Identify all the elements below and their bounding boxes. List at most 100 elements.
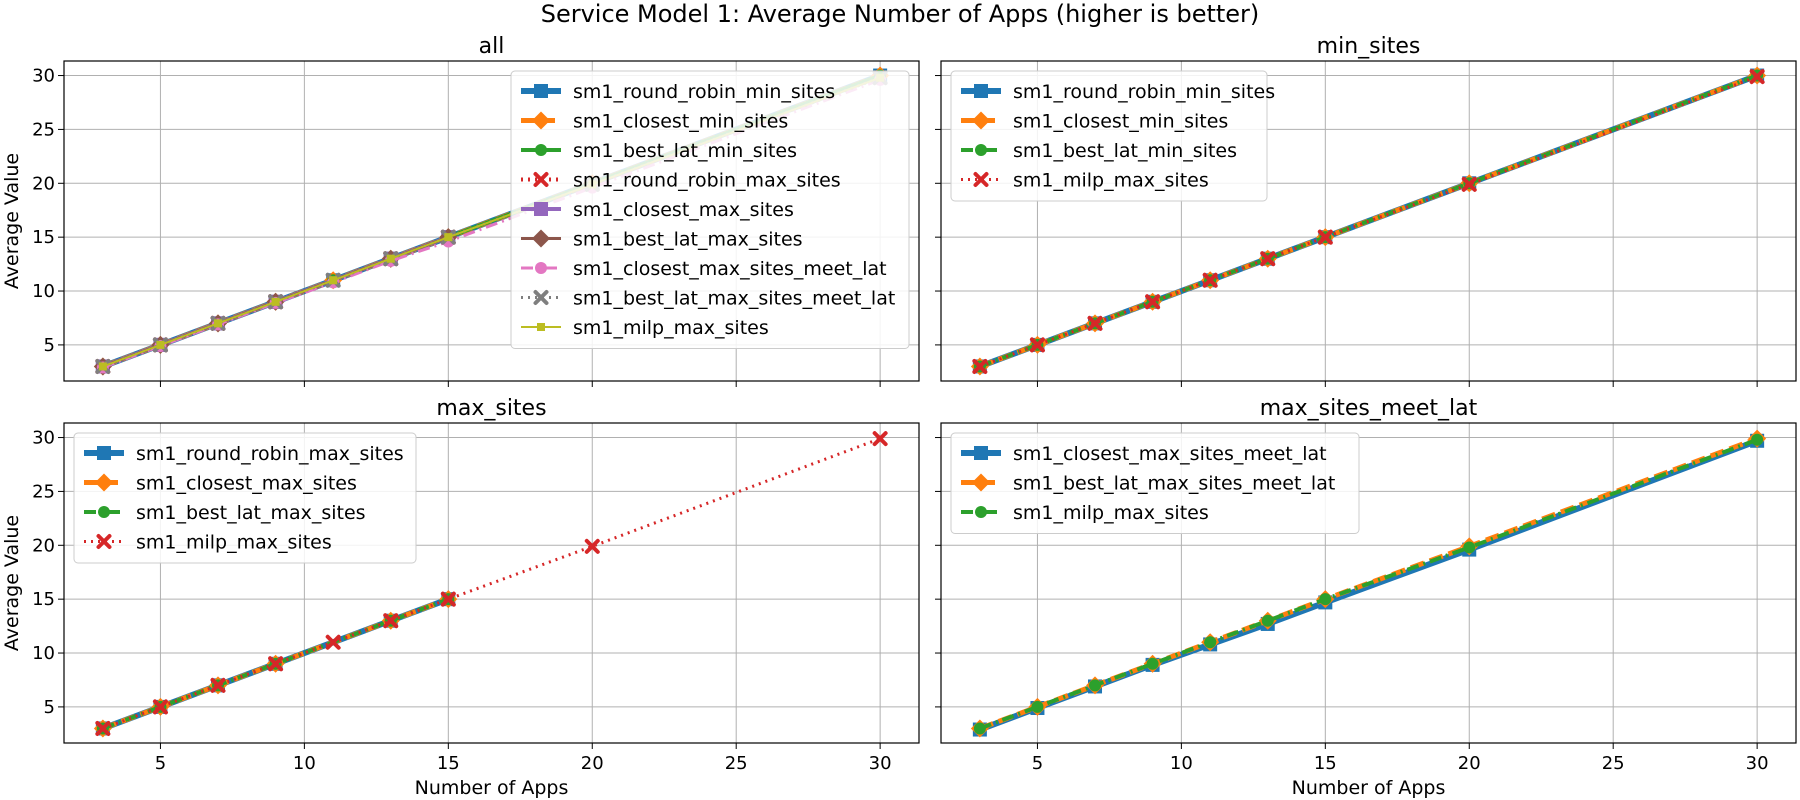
x-tick-label: 20 [581,753,604,774]
legend-label: sm1_milp_max_sites [573,317,769,339]
legend-entry: sm1_milp_max_sites [521,317,769,339]
legend: sm1_round_robin_min_sites sm1_closest_min… [510,70,910,349]
x-tick-label: 5 [1032,753,1043,774]
legend-label: sm1_round_robin_max_sites [136,443,404,465]
legend-swatch-marker [972,111,990,130]
data-point [1145,294,1161,310]
legend-swatch-marker [96,534,112,549]
data-point [95,720,111,736]
data-point [210,677,226,693]
axes-frame [63,422,920,744]
legend-swatch-marker [537,323,545,331]
data-point [152,699,168,715]
data-point [973,722,986,735]
y-tick-label: 15 [32,227,55,248]
x-tick-label: 25 [1602,753,1625,774]
data-point [872,431,888,447]
legend-box [73,432,417,564]
data-point [1029,337,1045,353]
y-tick-label: 25 [32,481,55,502]
legend: sm1_round_robin_max_sites sm1_closest_max… [73,432,417,564]
data-point [1749,69,1765,85]
legend-label: sm1_closest_min_sites [573,111,788,133]
data-point [214,319,223,328]
x-tick-label: 15 [437,753,460,774]
legend-entry: sm1_milp_max_sites [84,532,332,554]
y-tick-label: 5 [44,697,55,718]
data-point [1261,614,1274,627]
data-point [1202,272,1218,288]
subplot-title: min_sites [1317,34,1421,59]
series-sm1-milp-max-sites [972,69,1765,374]
legend-entry: sm1_best_lat_min_sites [521,140,797,162]
legend-swatch-marker [97,446,111,460]
y-tick-label: 10 [32,281,55,302]
y-tick-label: 10 [32,643,55,664]
legend-label: sm1_best_lat_max_sites [573,229,803,251]
data-point [271,297,280,306]
legend-entry: sm1_closest_max_sites_meet_lat [961,443,1327,465]
legend-label: sm1_best_lat_max_sites_meet_lat [1013,473,1335,495]
data-point [383,613,399,629]
data-point [1751,433,1764,446]
legend-entry: sm1_round_robin_min_sites [521,81,835,103]
legend-entry: sm1_closest_min_sites [961,111,1228,133]
legend-label: sm1_best_lat_max_sites_meet_lat [573,288,895,310]
data-point [1204,636,1217,649]
x-tick-label: 5 [155,753,166,774]
legend-label: sm1_round_robin_max_sites [573,170,841,192]
legend-entry: sm1_closest_max_sites [84,473,357,495]
legend-label: sm1_best_lat_min_sites [573,140,797,162]
legend-entry: sm1_closest_max_sites_meet_lat [521,258,887,280]
legend-swatch-marker [534,84,548,98]
data-point [1317,229,1333,245]
axes-frame [940,60,1797,382]
legend-swatch-marker [972,473,990,492]
subplot-max-sites: 5 10 15 20 25 30 5 10 15 20 25 30 max_sites Number of… [1,396,920,799]
y-tick-label: 25 [32,119,55,140]
data-point [444,233,453,242]
legend-swatch-marker [973,172,989,187]
subplot-title: max_sites_meet_lat [1260,396,1478,421]
axes-frame [63,60,920,382]
legend-swatch-marker [533,172,549,187]
data-point [268,656,284,672]
legend-entry: sm1_best_lat_max_sites [521,229,803,251]
subplot-max-sites-meet-lat: 5 10 15 20 25 30 max_sites_meet_lat Number of A… [935,396,1797,799]
data-point [1319,593,1332,606]
legend-label: sm1_milp_max_sites [1013,502,1209,524]
legend-swatch-marker [535,144,547,156]
x-axis-label: Number of Apps [415,777,569,799]
series-line [102,597,450,731]
legend-entry: sm1_best_lat_max_sites_meet_lat [521,288,895,310]
legend-swatch-marker [534,202,548,216]
y-tick-label: 20 [32,173,55,194]
legend-swatch-marker [533,290,549,305]
y-tick-label: 5 [44,335,55,356]
subplot-min-sites: min_sites sm1_round_robin_min_sites sm1_cl… [935,34,1797,387]
legend-swatch-marker [532,229,550,248]
legend-label: sm1_best_lat_min_sites [1013,140,1237,162]
legend-label: sm1_closest_max_sites [136,473,357,495]
legend-box [510,70,910,349]
data-point [325,634,341,650]
axes-frame [940,422,1797,744]
data-point [440,591,456,607]
legend-entry: sm1_round_robin_max_sites [521,170,841,192]
legend-swatch-marker [975,506,987,518]
legend-entry: sm1_milp_max_sites [961,502,1209,524]
legend-entry: sm1_best_lat_min_sites [961,140,1237,162]
legend-swatch-marker [535,262,547,274]
legend: sm1_closest_max_sites_meet_lat sm1_best_l… [950,432,1360,534]
y-axis-label: Average Value [1,153,23,289]
legend-swatch-marker [532,111,550,130]
data-point [386,254,395,263]
legend: sm1_round_robin_min_sites sm1_closest_min… [950,70,1275,202]
legend-label: sm1_best_lat_max_sites [136,502,366,524]
subplot-title: max_sites [436,396,546,421]
x-tick-label: 10 [1170,753,1193,774]
series-sm1-milp-max-sites [973,433,1764,735]
legend-swatch-marker [974,446,988,460]
subplot-all: 5 10 15 20 25 30 all Average Value sm1_round_rob… [1,34,920,387]
